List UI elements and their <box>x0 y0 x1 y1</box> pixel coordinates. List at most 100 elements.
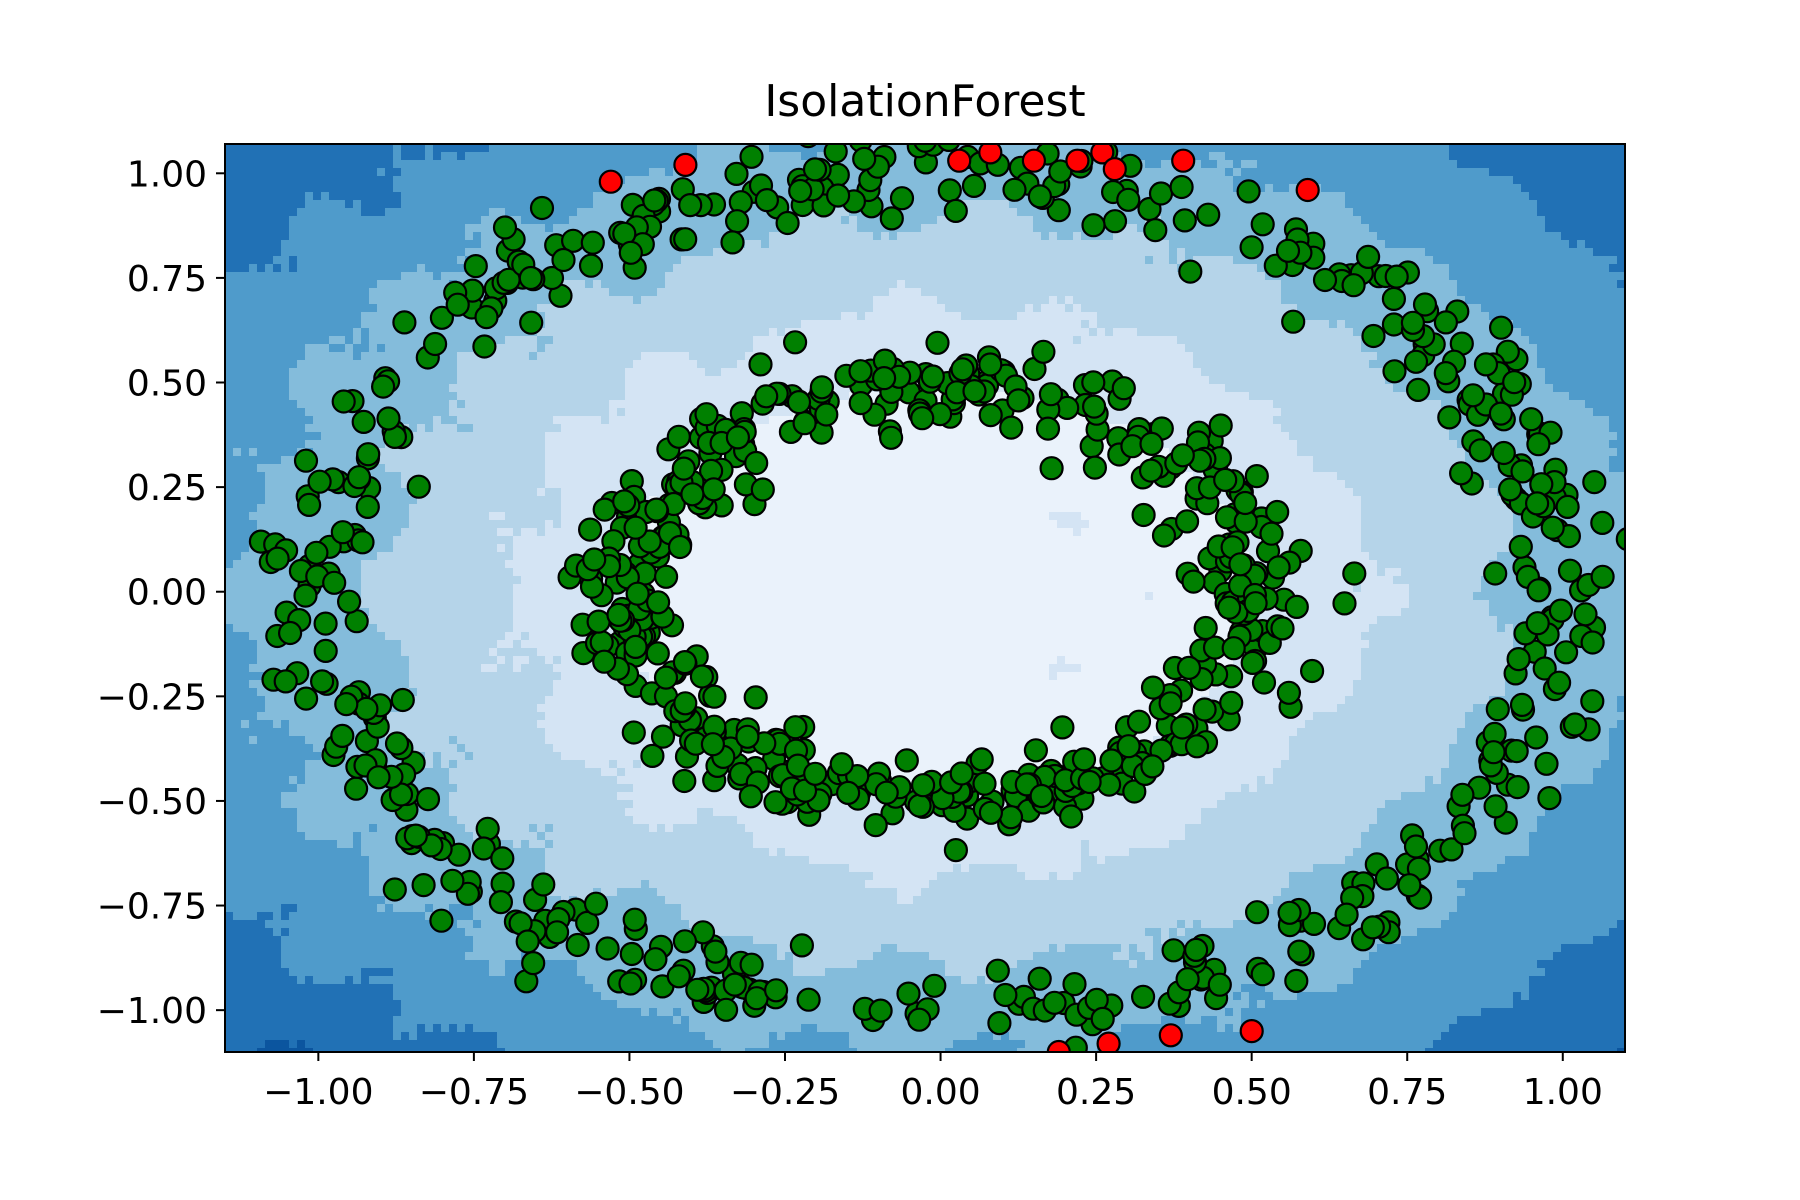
contour-cell <box>233 328 242 337</box>
contour-cell <box>569 360 578 369</box>
contour-cell <box>1065 328 1074 337</box>
contour-cell <box>273 272 282 281</box>
contour-cell <box>1097 272 1106 281</box>
contour-cell <box>817 240 826 249</box>
contour-cell <box>1025 344 1034 353</box>
contour-cell <box>273 240 282 249</box>
contour-cell <box>1249 360 1258 369</box>
contour-cell <box>353 216 362 225</box>
contour-cell <box>721 192 730 201</box>
contour-cell <box>1305 280 1314 289</box>
contour-cell <box>561 360 570 369</box>
contour-cell <box>969 336 978 345</box>
contour-cell <box>1369 304 1378 313</box>
contour-cell <box>1417 240 1426 249</box>
contour-cell <box>289 152 298 161</box>
contour-cell <box>577 208 586 217</box>
contour-cell <box>745 328 754 337</box>
contour-cell <box>697 184 706 193</box>
contour-cell <box>753 168 762 177</box>
contour-cell <box>233 192 242 201</box>
contour-cell <box>1569 256 1578 265</box>
contour-cell <box>1537 216 1546 225</box>
contour-cell <box>337 160 346 169</box>
contour-cell <box>769 216 778 225</box>
contour-cell <box>913 304 922 313</box>
contour-cell <box>1153 288 1162 297</box>
contour-cell <box>745 248 754 257</box>
contour-cell <box>353 264 362 273</box>
contour-cell <box>569 336 578 345</box>
contour-cell <box>1481 312 1490 321</box>
contour-cell <box>441 232 450 241</box>
contour-cell <box>1249 144 1258 153</box>
contour-cell <box>1513 152 1522 161</box>
contour-cell <box>273 312 282 321</box>
contour-cell <box>729 336 738 345</box>
contour-cell <box>1345 304 1354 313</box>
contour-cell <box>1609 320 1618 329</box>
contour-cell <box>1105 248 1114 257</box>
contour-cell <box>401 152 410 161</box>
contour-cell <box>409 160 418 169</box>
contour-cell <box>313 168 322 177</box>
contour-cell <box>697 328 706 337</box>
contour-cell <box>1017 240 1026 249</box>
contour-cell <box>1217 144 1226 153</box>
contour-cell <box>1537 200 1546 209</box>
contour-cell <box>1401 176 1410 185</box>
contour-cell <box>1185 320 1194 329</box>
contour-cell <box>1337 152 1346 161</box>
contour-cell <box>1081 320 1090 329</box>
contour-cell <box>577 248 586 257</box>
contour-cell <box>1337 200 1346 209</box>
contour-cell <box>1433 208 1442 217</box>
contour-cell <box>713 336 722 345</box>
contour-cell <box>289 336 298 345</box>
contour-cell <box>1001 320 1010 329</box>
contour-cell <box>705 152 714 161</box>
contour-cell <box>617 192 626 201</box>
contour-cell <box>697 176 706 185</box>
contour-cell <box>1321 216 1330 225</box>
contour-cell <box>1081 232 1090 241</box>
contour-cell <box>649 336 658 345</box>
contour-cell <box>417 208 426 217</box>
contour-cell <box>777 296 786 305</box>
contour-cell <box>673 288 682 297</box>
contour-cell <box>1465 296 1474 305</box>
contour-cell <box>1337 184 1346 193</box>
contour-cell <box>1137 168 1146 177</box>
contour-cell <box>1217 336 1226 345</box>
contour-cell <box>385 328 394 337</box>
contour-cell <box>1561 312 1570 321</box>
contour-cell <box>1481 280 1490 289</box>
contour-cell <box>425 208 434 217</box>
contour-cell <box>945 256 954 265</box>
contour-cell <box>377 224 386 233</box>
contour-cell <box>1385 168 1394 177</box>
contour-cell <box>849 184 858 193</box>
contour-cell <box>1489 216 1498 225</box>
contour-cell <box>497 192 506 201</box>
contour-cell <box>633 144 642 153</box>
contour-cell <box>321 208 330 217</box>
contour-cell <box>393 328 402 337</box>
contour-cell <box>929 192 938 201</box>
contour-cell <box>1257 296 1266 305</box>
contour-cell <box>401 256 410 265</box>
contour-cell <box>673 320 682 329</box>
contour-cell <box>1465 200 1474 209</box>
contour-cell <box>1417 288 1426 297</box>
contour-cell <box>1593 224 1602 233</box>
contour-cell <box>553 192 562 201</box>
contour-cell <box>393 176 402 185</box>
contour-cell <box>1097 248 1106 257</box>
contour-cell <box>1145 296 1154 305</box>
contour-cell <box>769 160 778 169</box>
contour-cell <box>249 344 258 353</box>
contour-cell <box>1441 192 1450 201</box>
contour-cell <box>1601 216 1610 225</box>
contour-cell <box>465 232 474 241</box>
